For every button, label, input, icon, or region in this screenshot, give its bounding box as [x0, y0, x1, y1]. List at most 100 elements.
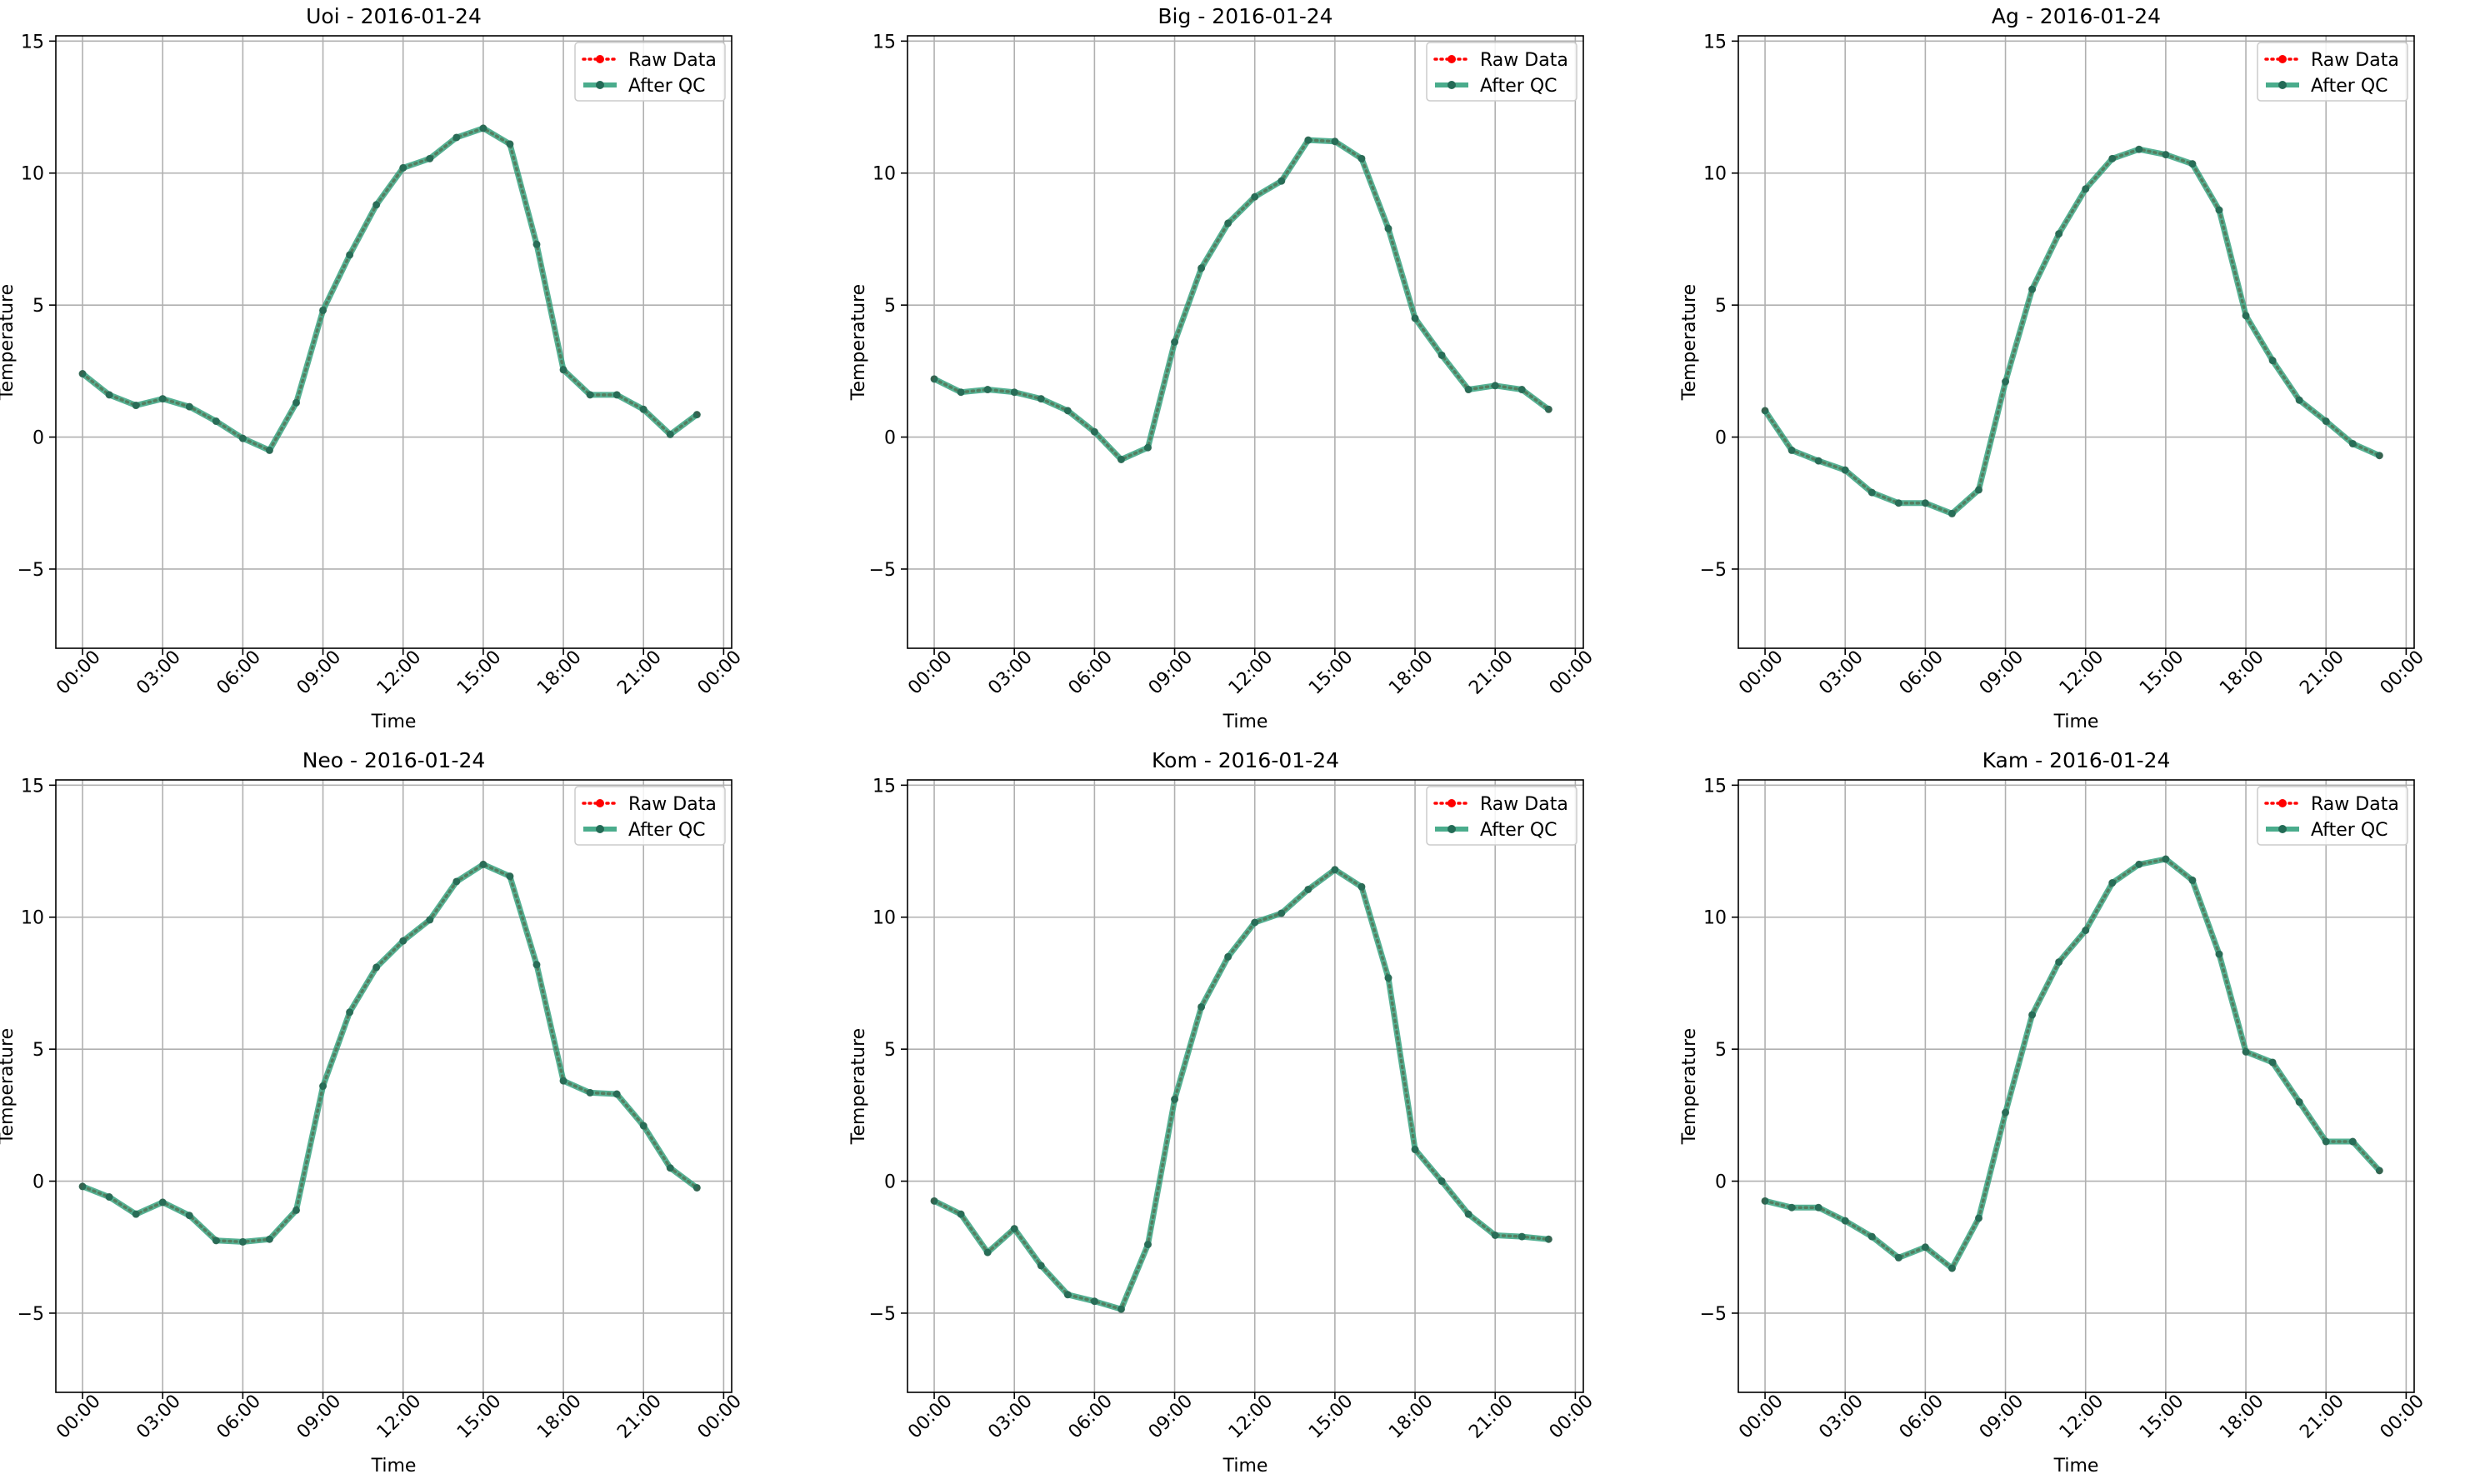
x-tick-label: 21:00 — [613, 647, 666, 699]
data-point-after-qc — [666, 430, 674, 438]
data-point-after-qc — [1384, 974, 1392, 982]
y-tick-label: 10 — [1703, 908, 1727, 929]
data-point-after-qc — [1331, 137, 1339, 146]
legend-label: Raw Data — [628, 50, 717, 71]
data-point-after-qc — [2108, 154, 2117, 162]
x-tick-label: 18:00 — [1385, 1391, 1438, 1443]
plot-frame — [907, 779, 1584, 1393]
y-tick-label: 15 — [872, 32, 896, 52]
y-axis-label: Temperature — [0, 284, 18, 401]
x-tick-label: 09:00 — [293, 1391, 346, 1443]
x-tick-label: 15:00 — [2136, 647, 2188, 699]
data-point-after-qc — [2108, 879, 2117, 887]
y-tick-label: 0 — [884, 1172, 896, 1193]
data-point-after-qc — [1304, 136, 1312, 144]
data-point-after-qc — [612, 391, 621, 399]
data-point-after-qc — [1438, 351, 1446, 359]
x-axis-label: Time — [371, 712, 417, 732]
chart-panel-5: 00:00 03:00 06:00 09:00 12:00 15:00 18:00 21:00… — [848, 748, 1598, 1477]
x-tick-label: 21:00 — [2296, 1391, 2348, 1443]
data-point-after-qc — [1117, 455, 1125, 463]
data-point-after-qc — [2295, 396, 2303, 404]
y-tick-label: 0 — [884, 428, 896, 449]
data-point-after-qc — [1143, 443, 1152, 452]
x-axis-label: Time — [1222, 1456, 1268, 1477]
legend-label: After QC — [1480, 820, 1558, 841]
y-tick-label: 5 — [32, 296, 44, 317]
chart-panel-4: 00:00 03:00 06:00 09:00 12:00 15:00 18:00 21:00… — [0, 748, 746, 1477]
data-point-after-qc — [1788, 446, 1796, 454]
chart-title: Uoi - 2016-01-24 — [306, 4, 482, 28]
data-point-after-qc — [452, 133, 461, 142]
x-tick-label: 09:00 — [293, 647, 346, 699]
data-point-after-qc — [2188, 876, 2197, 884]
legend-label: Raw Data — [2311, 794, 2399, 815]
data-point-after-qc — [158, 1198, 167, 1207]
data-point-after-qc — [132, 1210, 140, 1218]
x-tick-label: 06:00 — [1065, 1391, 1118, 1443]
data-point-after-qc — [1063, 1291, 1072, 1299]
data-point-after-qc — [2028, 285, 2037, 293]
y-axis-label: Temperature — [1679, 284, 1700, 401]
data-point-after-qc — [1841, 1217, 1849, 1225]
chart-title: Kom - 2016-01-24 — [1152, 748, 1339, 772]
x-tick-label: 00:00 — [1546, 647, 1598, 699]
legend-label: Raw Data — [1480, 794, 1568, 815]
data-point-after-qc — [506, 140, 514, 148]
x-tick-label: 03:00 — [132, 647, 185, 699]
data-point-after-qc — [1894, 499, 1902, 507]
data-point-after-qc — [372, 963, 381, 972]
x-tick-label: 18:00 — [533, 647, 586, 699]
data-point-after-qc — [265, 446, 273, 454]
data-point-after-qc — [78, 370, 87, 378]
x-tick-label: 00:00 — [2377, 1391, 2429, 1443]
series-line-after-qc — [81, 861, 699, 1245]
legend-label: Raw Data — [1480, 50, 1568, 71]
data-point-after-qc — [2055, 958, 2063, 967]
data-point-after-qc — [559, 1077, 568, 1085]
data-point-after-qc — [1464, 386, 1472, 394]
data-point-after-qc — [426, 916, 434, 924]
data-point-after-qc — [1761, 1197, 1769, 1205]
data-point-after-qc — [639, 1122, 648, 1130]
data-point-after-qc — [319, 306, 328, 314]
data-point-after-qc — [105, 391, 113, 399]
data-point-after-qc — [1411, 1146, 1419, 1154]
data-point-after-qc — [1814, 457, 1822, 465]
data-point-after-qc — [1491, 382, 1499, 390]
legend-marker-raw-data — [1448, 799, 1456, 807]
data-point-after-qc — [2082, 927, 2090, 935]
data-point-after-qc — [319, 1082, 328, 1090]
chart-title: Big - 2016-01-24 — [1158, 4, 1332, 28]
data-point-after-qc — [957, 1210, 965, 1218]
series-line-after-qc — [1762, 146, 2381, 517]
legend: Raw Data After QC — [1426, 786, 1578, 846]
legend-marker-after-qc — [1448, 81, 1456, 89]
chart-title: Neo - 2016-01-24 — [302, 748, 486, 772]
x-tick-label: 03:00 — [1815, 1391, 1868, 1443]
data-point-after-qc — [2188, 160, 2197, 168]
data-point-after-qc — [2002, 1108, 2010, 1117]
data-point-after-qc — [426, 154, 434, 162]
x-tick-label: 18:00 — [2216, 647, 2268, 699]
x-axis-label: Time — [371, 1456, 417, 1477]
x-tick-label: 06:00 — [213, 647, 266, 699]
data-point-after-qc — [2242, 312, 2250, 320]
data-point-after-qc — [1788, 1203, 1796, 1212]
data-point-after-qc — [957, 388, 965, 397]
x-tick-label: 00:00 — [2377, 647, 2429, 699]
y-axis-label: Temperature — [1679, 1028, 1700, 1145]
plot-frame — [1738, 779, 2415, 1393]
data-point-after-qc — [1974, 486, 1982, 494]
data-point-after-qc — [1278, 909, 1286, 917]
data-point-after-qc — [1143, 1241, 1152, 1249]
data-point-after-qc — [1411, 314, 1419, 322]
plot-frame — [907, 35, 1584, 649]
data-point-after-qc — [1358, 154, 1366, 162]
y-tick-label: 0 — [32, 428, 44, 449]
y-tick-label: 10 — [21, 908, 44, 929]
data-point-after-qc — [2268, 1058, 2277, 1067]
y-tick-label: −5 — [1700, 560, 1727, 581]
data-point-after-qc — [1358, 882, 1366, 891]
data-point-after-qc — [1331, 866, 1339, 874]
